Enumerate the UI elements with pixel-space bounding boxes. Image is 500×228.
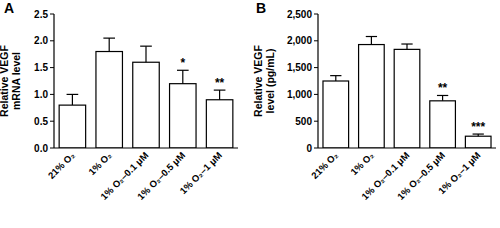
bar	[133, 62, 159, 148]
significance: *	[180, 56, 185, 70]
y-tick-label: 1.0	[34, 89, 48, 100]
bars	[323, 37, 491, 148]
y-axis	[53, 14, 54, 148]
bar	[96, 52, 122, 148]
bar	[170, 84, 196, 148]
y-tick-label: 2,000	[287, 35, 312, 46]
bar	[465, 136, 491, 148]
panel: B Relative VEGFlevel (pg/mL) 0 500 1,000 1,50…	[252, 0, 496, 202]
error-stem	[145, 46, 146, 62]
x-tick-label: 21% O₂	[309, 150, 340, 181]
error-stem	[371, 37, 372, 45]
x-tick-label: 1% O₂	[348, 150, 376, 178]
figure: A Relative VEGFmRNA level 0.0 0.5 1.0 1.5 2.0 2…	[0, 0, 500, 228]
y-tick-label: 500	[295, 116, 312, 127]
error-cap	[330, 75, 341, 76]
y-tick-label: 2,500	[287, 9, 312, 20]
significance: ***	[471, 120, 485, 134]
error-bar	[140, 46, 152, 62]
error-bar	[437, 95, 448, 100]
y-tick-label: 2.5	[34, 9, 48, 20]
y-tick-label: 0	[306, 143, 312, 154]
bar	[359, 45, 385, 148]
y-tick-label: 1,000	[287, 89, 312, 100]
error-stem	[182, 70, 183, 83]
error-stem	[406, 44, 407, 49]
error-bar	[177, 70, 189, 83]
y-axis-label: Relative VEGFmRNA level	[0, 45, 22, 117]
significance: **	[215, 76, 225, 90]
x-axis	[318, 147, 496, 148]
y-tick-label: 0.0	[34, 143, 48, 154]
error-cap	[401, 43, 412, 44]
panel-label: B	[256, 0, 266, 16]
y-tick-label: 1.5	[34, 62, 48, 73]
error-cap	[103, 38, 115, 39]
error-cap	[67, 94, 79, 95]
error-cap	[140, 46, 152, 47]
error-bar	[366, 37, 377, 45]
error-bar	[330, 76, 341, 81]
error-bar	[67, 94, 79, 105]
bar	[394, 49, 420, 148]
error-bar	[401, 44, 412, 49]
bar	[206, 100, 232, 148]
error-bar	[103, 38, 115, 51]
x-tick-label: 1% O₂–1 μM	[177, 150, 224, 197]
error-bar	[214, 90, 226, 100]
error-bar	[473, 134, 484, 136]
error-stem	[109, 38, 110, 51]
error-stem	[335, 76, 336, 81]
error-stem	[219, 90, 220, 100]
y-axis	[317, 14, 318, 148]
x-axis	[54, 147, 238, 148]
bar	[323, 81, 349, 148]
y-tick-label: 0.5	[34, 116, 48, 127]
x-tick-label: 1% O₂	[86, 150, 114, 178]
bar	[59, 105, 85, 148]
error-stem	[442, 95, 443, 100]
panel: A Relative VEGFmRNA level 0.0 0.5 1.0 1.5 2.0 2…	[0, 0, 238, 202]
y-tick-label: 2.0	[34, 35, 48, 46]
panel-label: A	[4, 0, 14, 16]
y-axis-label: Relative VEGFlevel (pg/mL)	[252, 45, 276, 117]
bar	[430, 101, 456, 148]
x-tick-label: 1% O₂–0.5 μM	[135, 150, 187, 202]
y-tick-label: 1,500	[287, 62, 312, 73]
error-cap	[366, 36, 377, 37]
error-stem	[72, 94, 73, 105]
significance: **	[438, 81, 448, 95]
x-tick-label: 1% O₂–0.5 μM	[395, 150, 447, 202]
bars	[59, 38, 233, 148]
x-tick-label: 21% O₂	[46, 150, 77, 181]
x-tick-label: 1% O₂–1 μM	[436, 150, 483, 197]
